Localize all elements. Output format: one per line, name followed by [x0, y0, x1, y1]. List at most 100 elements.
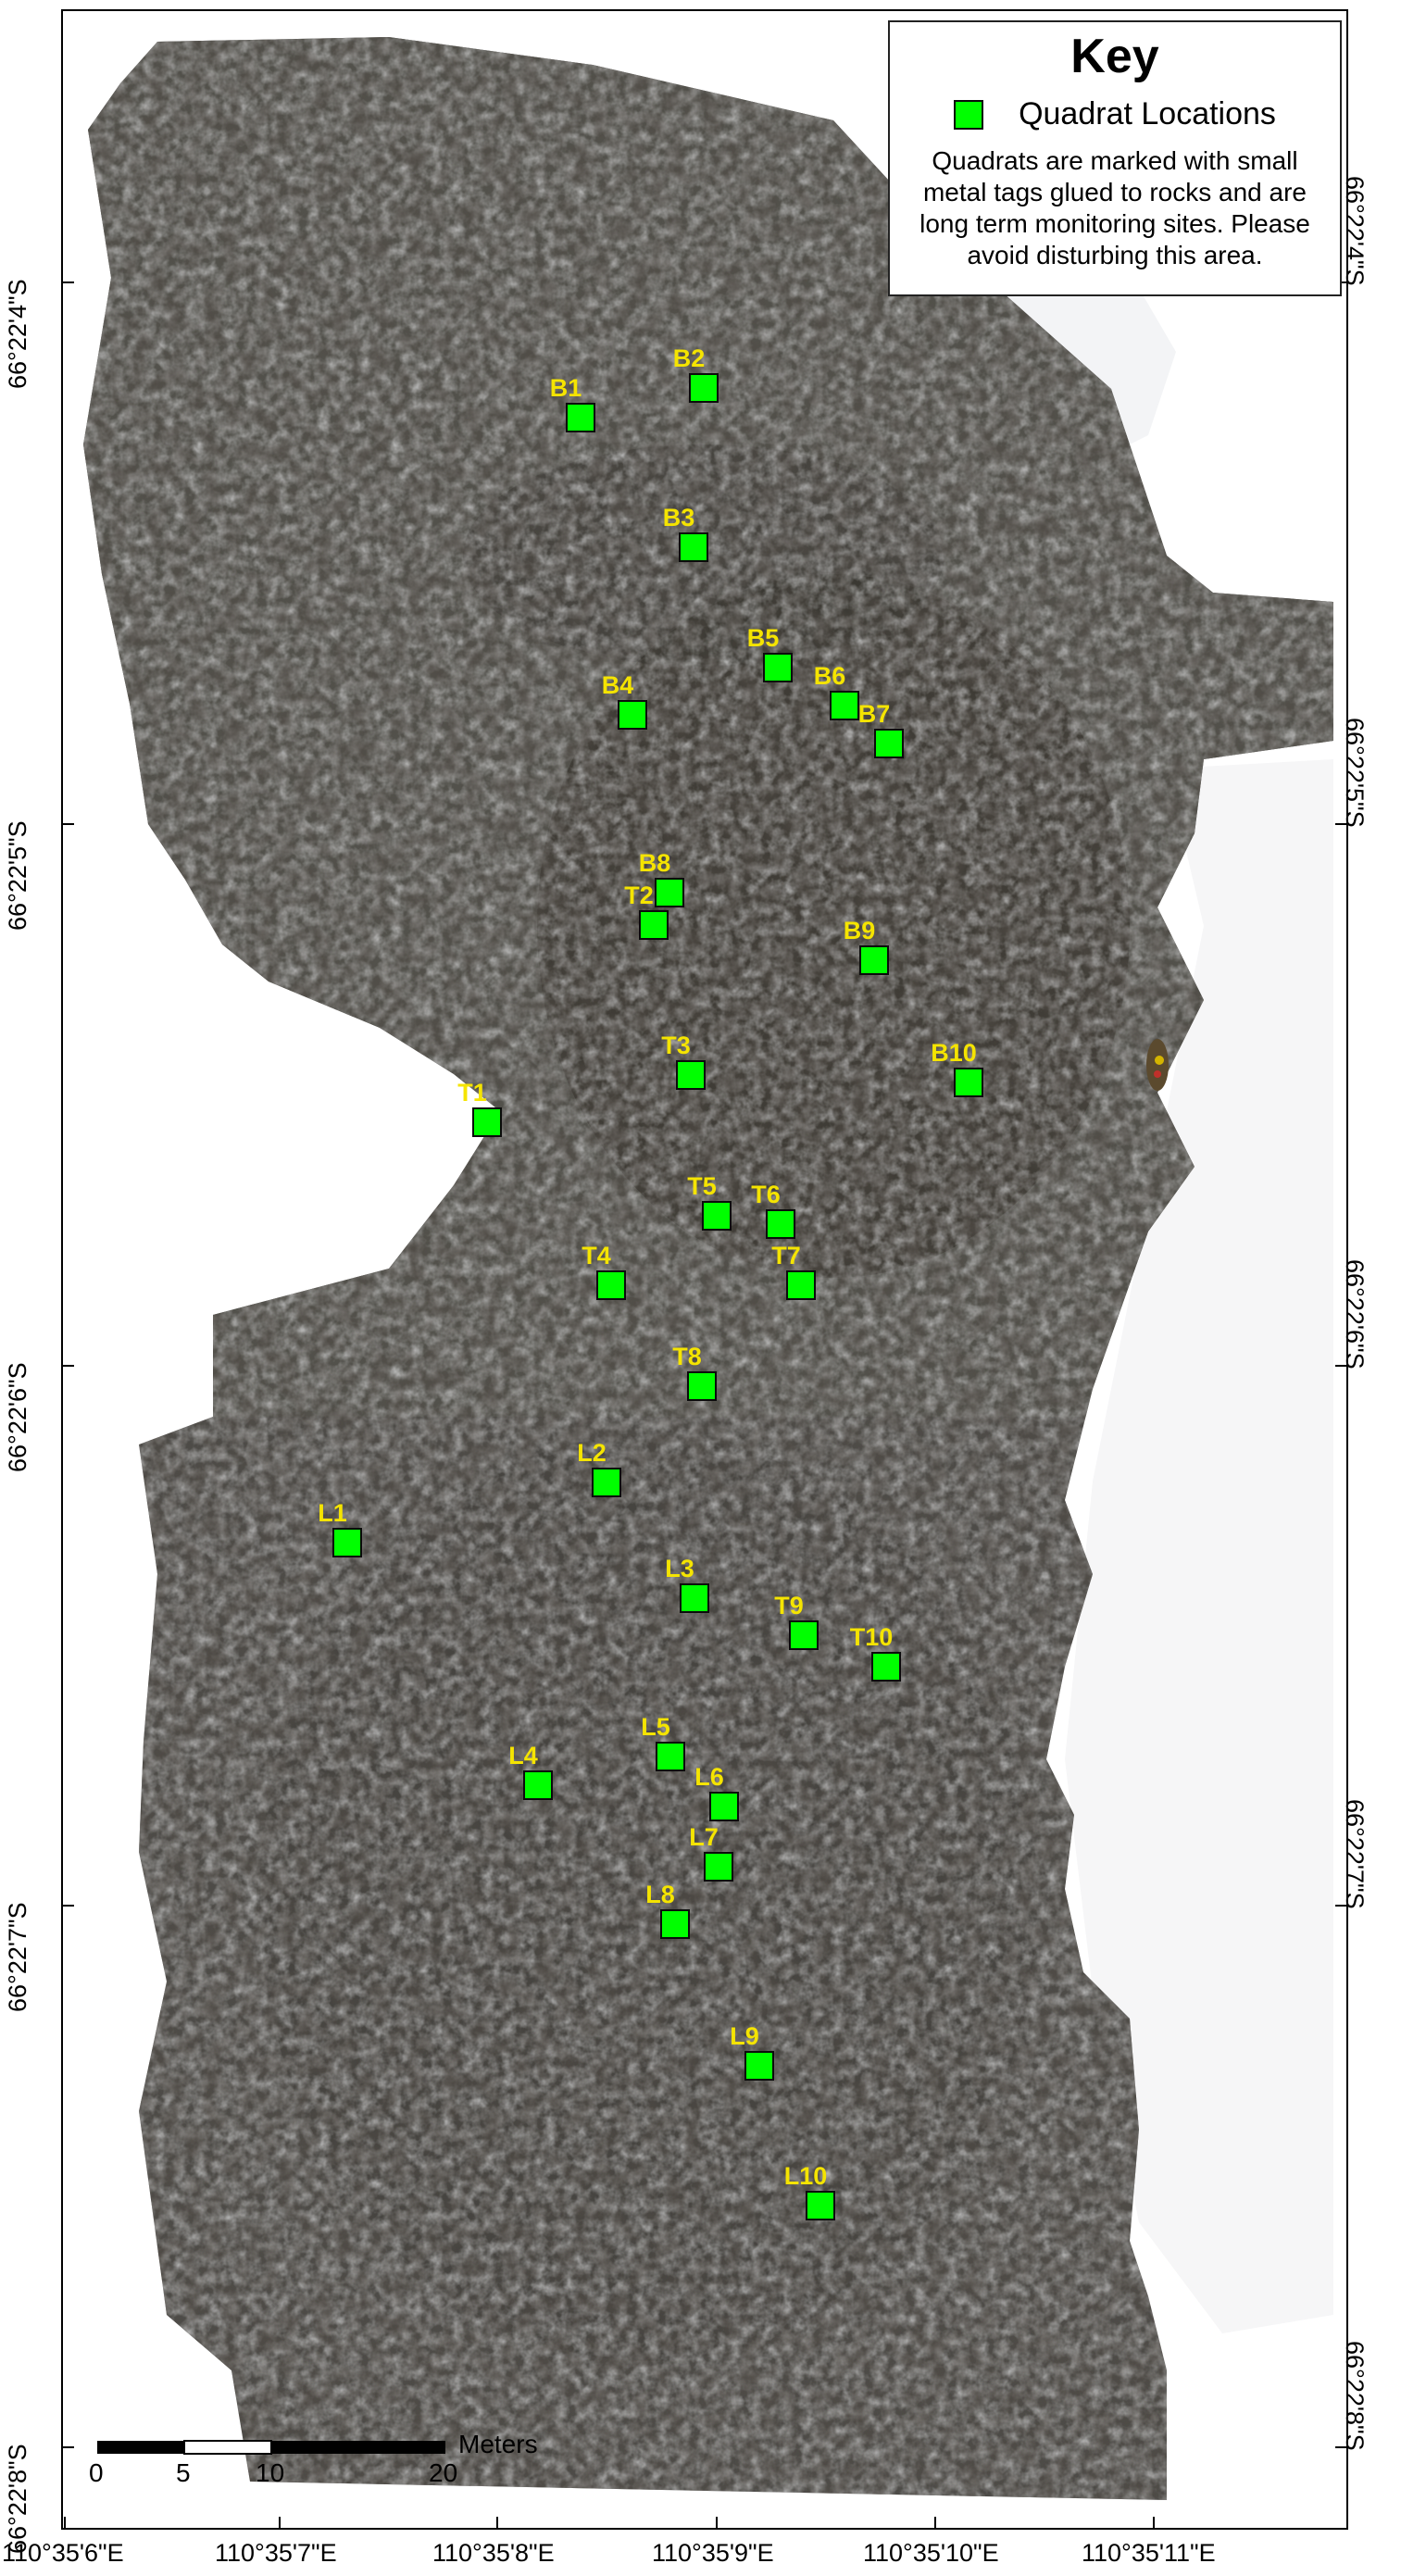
- quadrat-square-icon: [789, 1620, 819, 1650]
- quadrat-label: B6: [814, 662, 846, 690]
- quadrat-marker-t6: T6: [751, 1181, 795, 1239]
- quadrat-square-icon: [744, 2051, 774, 2081]
- quadrat-label: L2: [577, 1439, 607, 1467]
- quadrat-marker-t9: T9: [774, 1592, 819, 1650]
- quadrat-marker-b6: B6: [814, 662, 859, 720]
- quadrat-label: T7: [771, 1242, 801, 1269]
- quadrat-marker-l6: L6: [694, 1763, 739, 1821]
- quadrat-square-icon: [766, 1209, 795, 1239]
- key-legend-row: Quadrat Locations: [890, 96, 1340, 132]
- quadrat-marker-t4: T4: [582, 1242, 626, 1300]
- boat-marker: [1146, 1039, 1169, 1091]
- quadrat-square-icon: [689, 373, 719, 403]
- key-legend-label: Quadrat Locations: [1019, 96, 1276, 131]
- quadrat-marker-b8: B8: [639, 849, 684, 907]
- scale-tick-label: 20: [429, 2458, 458, 2487]
- map-frame: [61, 9, 1348, 2530]
- quadrat-marker-l1: L1: [318, 1499, 362, 1557]
- quadrat-square-icon: [472, 1107, 502, 1137]
- quadrat-label: T2: [624, 882, 654, 909]
- quadrat-label: B5: [747, 624, 780, 652]
- lat-label-right: 66°22'7"S: [1341, 1799, 1369, 1909]
- quadrat-label: B2: [673, 344, 706, 372]
- key-note: Quadrats are marked with small metal tag…: [919, 146, 1310, 269]
- lat-label-left: 66°22'4"S: [4, 279, 31, 389]
- quadrat-marker-l2: L2: [577, 1439, 621, 1497]
- quadrat-label: B1: [550, 374, 582, 402]
- quadrat-square-icon: [676, 1060, 706, 1090]
- lat-label-left: 66°22'5"S: [4, 820, 31, 931]
- quadrat-label: T8: [672, 1343, 702, 1370]
- quadrat-label: B3: [663, 504, 695, 531]
- lon-label: 110°35'7"E: [215, 2539, 337, 2567]
- quadrat-label: T5: [687, 1172, 717, 1200]
- quadrat-square-icon: [704, 1852, 733, 1882]
- quadrat-label: B10: [931, 1039, 977, 1067]
- quadrat-label: L3: [665, 1555, 694, 1582]
- quadrat-square-icon: [763, 653, 793, 682]
- quadrat-label: L6: [694, 1763, 724, 1791]
- quadrat-label: T4: [582, 1242, 611, 1269]
- quadrat-square-icon: [709, 1792, 739, 1821]
- quadrat-label: L8: [645, 1881, 675, 1908]
- lon-label: 110°35'9"E: [652, 2539, 774, 2567]
- quadrat-marker-l4: L4: [508, 1742, 553, 1800]
- quadrat-square-icon: [656, 1742, 685, 1771]
- quadrat-marker-t8: T8: [672, 1343, 717, 1401]
- quadrat-marker-l5: L5: [641, 1713, 685, 1771]
- scale-tick-label: 0: [89, 2458, 104, 2487]
- quadrat-label: L4: [508, 1742, 538, 1769]
- quadrat-marker-l8: L8: [645, 1881, 690, 1939]
- quadrat-marker-b9: B9: [844, 917, 889, 975]
- quadrat-square-icon: [859, 945, 889, 975]
- quadrat-marker-l9: L9: [730, 2022, 774, 2081]
- quadrat-square-icon: [702, 1201, 732, 1231]
- quadrat-label: B4: [602, 671, 634, 699]
- lat-label-right: 66°22'4"S: [1341, 176, 1369, 286]
- quadrat-marker-b3: B3: [663, 504, 708, 562]
- quadrat-label: T3: [661, 1032, 691, 1059]
- quadrat-label: L10: [784, 2162, 828, 2190]
- scale-tick-label: 10: [256, 2458, 285, 2487]
- lat-label-left: 66°22'8"S: [4, 2444, 31, 2554]
- quadrat-label: T6: [751, 1181, 781, 1208]
- rocky-terrain: [83, 37, 1333, 2500]
- quadrat-marker-t5: T5: [687, 1172, 732, 1231]
- quadrat-square-icon: [830, 691, 859, 720]
- quadrat-square-icon: [655, 878, 684, 907]
- quadrat-label: T10: [850, 1623, 894, 1651]
- quadrat-square-icon: [523, 1770, 553, 1800]
- quadrat-marker-t7: T7: [771, 1242, 816, 1300]
- quadrat-square-icon: [639, 910, 669, 940]
- quadrat-marker-b1: B1: [550, 374, 595, 432]
- lon-label: 110°35'8"E: [432, 2539, 555, 2567]
- quadrat-label: L5: [641, 1713, 670, 1741]
- lon-label: 110°35'10"E: [863, 2539, 999, 2567]
- quadrat-swatch-icon: [954, 99, 984, 130]
- quadrat-label: L1: [318, 1499, 347, 1527]
- quadrat-marker-b4: B4: [602, 671, 647, 730]
- quadrat-marker-l3: L3: [665, 1555, 709, 1613]
- quadrat-label: L9: [730, 2022, 759, 2050]
- quadrat-square-icon: [679, 532, 708, 562]
- lat-label-right: 66°22'8"S: [1341, 2341, 1369, 2451]
- lon-label: 110°35'11"E: [1082, 2539, 1216, 2567]
- lon-label: 110°35'6"E: [2, 2539, 124, 2567]
- quadrat-marker-t1: T1: [457, 1079, 502, 1137]
- quadrat-marker-l10: L10: [784, 2162, 835, 2220]
- quadrat-square-icon: [618, 700, 647, 730]
- quadrat-square-icon: [592, 1468, 621, 1497]
- quadrat-square-icon: [596, 1270, 626, 1300]
- lat-label-left: 66°22'6"S: [4, 1362, 31, 1472]
- quadrat-label: B8: [639, 849, 671, 877]
- quadrat-label: L7: [689, 1823, 719, 1851]
- quadrat-marker-b10: B10: [931, 1039, 983, 1097]
- quadrat-square-icon: [680, 1583, 709, 1613]
- map-key: Key Quadrat Locations Quadrats are marke…: [888, 20, 1342, 296]
- quadrat-marker-b2: B2: [673, 344, 719, 403]
- quadrat-square-icon: [566, 403, 595, 432]
- quadrat-label: T9: [774, 1592, 804, 1619]
- scale-tick-label: 5: [176, 2458, 191, 2487]
- quadrat-label: B7: [858, 700, 891, 728]
